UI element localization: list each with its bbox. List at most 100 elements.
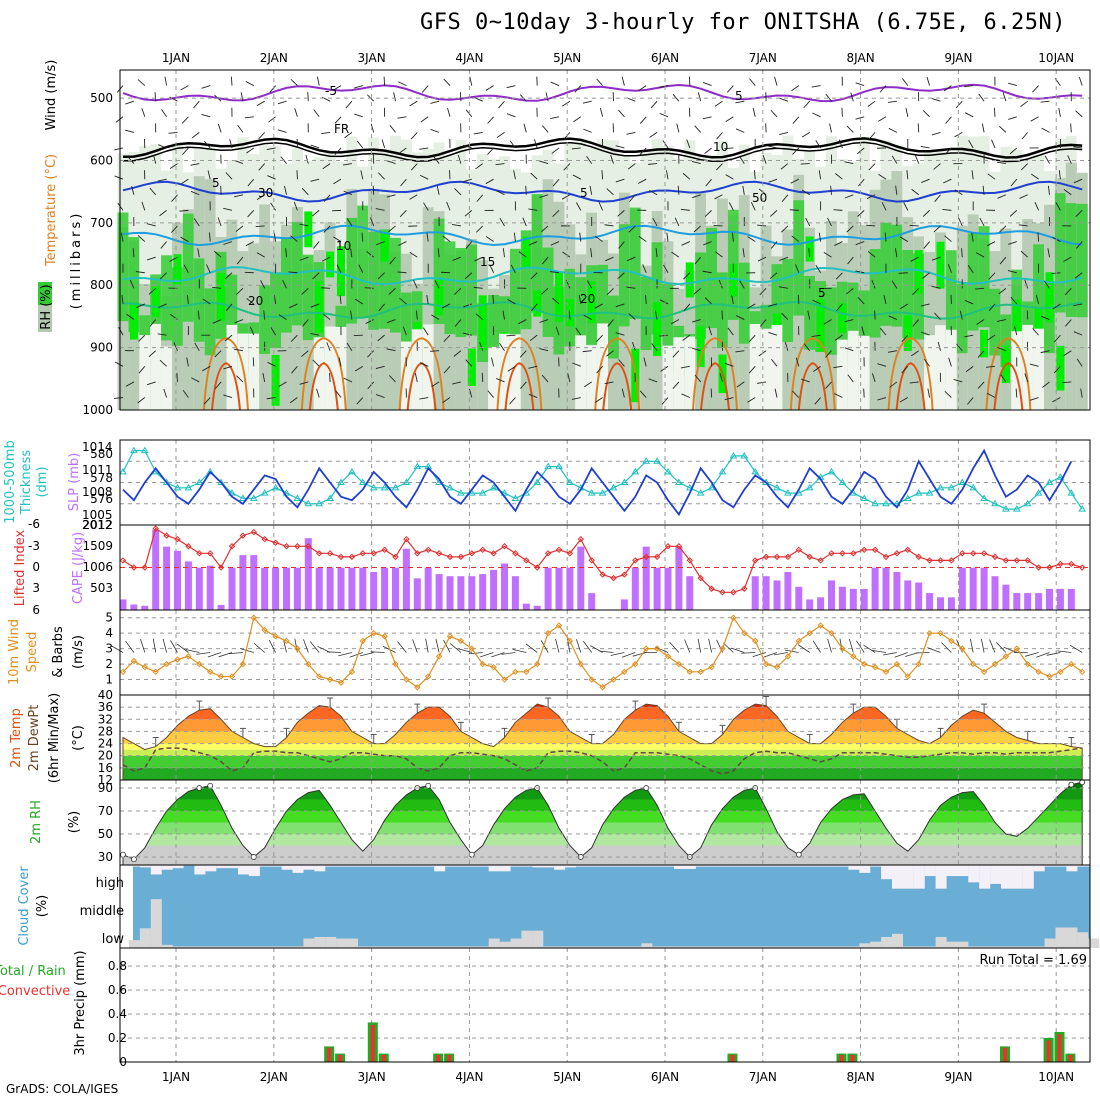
wind-barb — [844, 161, 854, 165]
thickness-tick-label: 576 — [90, 492, 113, 506]
li-point — [795, 546, 803, 553]
li-point — [839, 550, 846, 557]
temperature-contour — [122, 83, 1083, 103]
wind-barb — [1069, 644, 1083, 653]
rh-shade-green — [455, 248, 467, 338]
cloud-high-bar — [248, 865, 260, 877]
wind-barb — [246, 298, 255, 305]
li-point — [414, 550, 421, 557]
wind-barb — [114, 175, 124, 180]
date-label-top: 8JAN — [847, 51, 875, 65]
wind-barb — [335, 390, 342, 398]
wind-barb — [725, 116, 734, 123]
wind-barb — [157, 178, 167, 182]
wind-barb — [789, 209, 799, 211]
wind-barb — [487, 147, 494, 155]
cloud-high-bar — [750, 865, 762, 867]
wind-barb — [1073, 331, 1083, 336]
wind-speed-point — [817, 622, 824, 629]
thickness-point — [784, 489, 792, 496]
li-point — [948, 557, 955, 564]
wind-barb — [986, 365, 996, 368]
cape-bar — [283, 567, 290, 610]
wind-barb — [912, 319, 920, 327]
li-point — [697, 574, 704, 582]
li-point — [937, 557, 944, 564]
wind-speed-point — [512, 668, 519, 676]
wind-barb — [718, 279, 723, 289]
wind-barb — [426, 294, 429, 305]
cape-bar — [566, 567, 574, 610]
rh-shade-bright — [696, 326, 705, 368]
wind-speed-point — [533, 660, 541, 668]
wind-barb — [877, 397, 887, 401]
cloud-low-bar — [379, 946, 391, 948]
wind-barb — [551, 147, 560, 154]
temp-axis-label: 2m DewPt — [27, 705, 42, 772]
wind-barb — [778, 286, 788, 289]
cape-bar — [1056, 588, 1064, 610]
thickness-point — [348, 467, 356, 475]
cloud-high-bar — [565, 865, 576, 868]
temperature-axis-label: Temperature (°C) — [44, 154, 59, 267]
wind-barb — [345, 100, 353, 109]
wind-barb — [669, 641, 680, 653]
wind-barb — [927, 388, 931, 398]
wind-barb — [770, 241, 778, 249]
wind-barb — [186, 357, 189, 367]
wind-speed-point — [730, 614, 737, 621]
wind-barb — [872, 373, 876, 383]
wind-barb — [649, 189, 658, 196]
wind-barb — [193, 218, 200, 227]
rh-shade-green — [368, 231, 380, 330]
wind-barb — [148, 288, 156, 295]
wind-barb — [868, 163, 876, 171]
wind-barb — [899, 397, 909, 403]
wind-barb — [302, 319, 309, 327]
wind-axis-label: Wind (m/s) — [44, 60, 59, 131]
slp-tick-label: 2012 — [82, 518, 113, 532]
cloud-high-bar — [423, 865, 435, 867]
rh-shade-green — [270, 272, 282, 349]
rh-shade-green — [967, 233, 979, 331]
wind-tick-label: 5 — [105, 611, 113, 625]
wind-barb — [942, 208, 952, 211]
cloud-low-bar — [902, 946, 914, 948]
wind-barb — [322, 163, 331, 170]
wind-barb — [409, 251, 418, 258]
cape-tick-label: 2012 — [82, 518, 113, 532]
wind-barb — [975, 287, 985, 290]
wind-barb — [808, 248, 811, 258]
pressure-tick-label: 700 — [90, 216, 113, 230]
cloud-low-bar — [979, 946, 991, 948]
wind-barb — [659, 299, 669, 305]
wind-barb — [158, 144, 167, 149]
wind-barb — [282, 280, 287, 289]
wind-barb — [541, 374, 549, 383]
wind-barb — [971, 232, 974, 242]
wind-barb — [884, 232, 887, 242]
rh-shade-green — [782, 258, 794, 342]
precip-tick-label: 0.4 — [108, 1007, 127, 1021]
wind-speed-point — [555, 622, 563, 629]
wind-speed-point — [424, 673, 432, 680]
wind-barb — [485, 85, 494, 91]
rh-shade-green — [433, 218, 445, 324]
wind-barb — [507, 299, 516, 305]
wind-barb — [246, 147, 255, 154]
wind-barb — [502, 310, 505, 320]
wind-barb — [393, 92, 396, 102]
wind-barb — [996, 642, 1007, 653]
rh-band — [123, 799, 1083, 812]
wind-barb — [1020, 100, 1028, 108]
cloud-high-bar — [761, 865, 773, 867]
wind-speed-point — [751, 637, 759, 645]
wind-barb — [1043, 280, 1050, 289]
rh-shade-green — [706, 227, 718, 329]
rh-band — [123, 833, 1083, 846]
wind-barb — [114, 147, 124, 151]
wind-barb — [168, 131, 178, 134]
wind-barb — [757, 256, 767, 262]
wind-barb — [389, 125, 396, 133]
wind-barb — [375, 394, 385, 398]
